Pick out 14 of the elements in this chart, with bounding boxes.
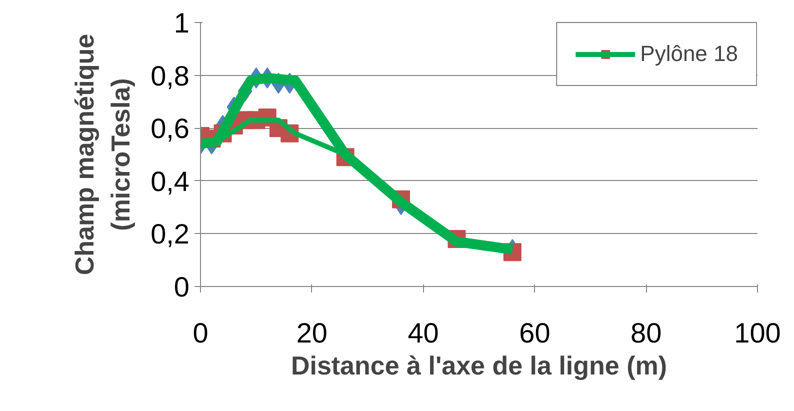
y-tick-label: 0 [174,272,190,302]
x-axis-title: Distance à l'axe de la ligne (m) [290,350,668,380]
y-tick-label: 0,8 [150,60,190,92]
x-tick-label: 20 [296,318,328,348]
y-axis-title: Champ magnétique (microTesla) [70,34,136,276]
y-tick-label: 1 [174,8,190,38]
x-tick-label: 80 [630,318,662,348]
x-tick-label: 40 [408,318,439,348]
y-tick-label: 0,2 [150,218,190,250]
legend-label: Pylône 18 [640,41,738,67]
y-tick-label: 0,4 [150,166,190,197]
x-tick-label: 60 [519,318,550,348]
x-tick-label: 100 [734,318,781,348]
y-tick-label: 0,6 [150,113,190,144]
